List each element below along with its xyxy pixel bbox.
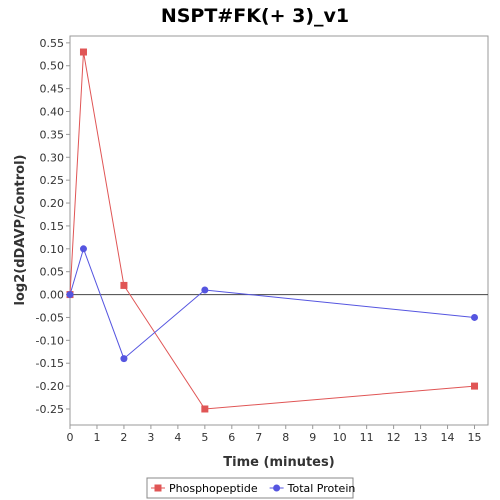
data-point [120, 281, 128, 289]
legend-box [146, 477, 354, 499]
y-tick-label: 0.00 [40, 289, 65, 302]
x-tick-label: 3 [147, 431, 154, 444]
x-tick-label: 4 [174, 431, 181, 444]
data-point [66, 291, 74, 299]
y-tick-label: 0.45 [40, 83, 65, 96]
y-tick-label: 0.50 [40, 60, 65, 73]
legend-label: Total Protein [287, 482, 356, 495]
chart-title: NSPT#FK(+ 3)_v1 [161, 5, 349, 27]
x-tick-label: 5 [201, 431, 208, 444]
y-axis: -0.25 -0.20 -0.15 -0.10 -0.05 0.00 0.05 0.10 0.1… [36, 37, 70, 416]
y-tick-label: 0.10 [40, 243, 65, 256]
x-axis-label: Time (minutes) [223, 455, 334, 470]
y-axis-label: log2(dDAVP/Control) [13, 155, 28, 306]
plot-area [69, 35, 489, 426]
y-tick-label: 0.30 [40, 151, 65, 164]
y-tick-label: -0.10 [36, 334, 64, 347]
y-tick-label: 0.20 [40, 197, 65, 210]
y-tick-label: -0.20 [36, 380, 64, 393]
x-tick-label: 1 [93, 431, 100, 444]
data-point [201, 405, 209, 413]
data-point [79, 48, 87, 56]
data-point [471, 382, 479, 390]
x-tick-label: 13 [414, 431, 428, 444]
legend-marker [273, 484, 281, 492]
x-tick-label: 0 [67, 431, 74, 444]
data-point [471, 313, 479, 321]
data-point [79, 245, 87, 253]
x-tick-label: 6 [228, 431, 235, 444]
x-tick-label: 10 [333, 431, 347, 444]
x-tick-label: 7 [255, 431, 262, 444]
x-tick-label: 12 [387, 431, 401, 444]
x-axis: 0 1 2 3 4 5 6 7 8 9 10 11 12 13 14 15 [67, 425, 482, 444]
y-tick-label: 0.05 [40, 266, 65, 279]
series-layer [66, 48, 479, 413]
y-tick-label: 0.25 [40, 174, 65, 187]
y-tick-label: 0.15 [40, 220, 65, 233]
legend-marker [154, 484, 162, 492]
data-point [120, 355, 128, 363]
y-tick-label: -0.05 [36, 311, 64, 324]
legend-label: Phosphopeptide [169, 482, 258, 495]
x-tick-label: 8 [282, 431, 289, 444]
x-tick-label: 14 [441, 431, 455, 444]
x-tick-label: 15 [468, 431, 482, 444]
y-tick-label: -0.25 [36, 403, 64, 416]
y-tick-label: -0.15 [36, 357, 64, 370]
data-point [201, 286, 209, 294]
y-tick-label: 0.35 [40, 128, 65, 141]
x-tick-label: 2 [120, 431, 127, 444]
y-tick-label: 0.55 [40, 37, 65, 50]
y-tick-label: 0.40 [40, 106, 65, 119]
legend: Phosphopeptide Total Protein [146, 477, 356, 499]
x-tick-label: 9 [309, 431, 316, 444]
x-tick-label: 11 [360, 431, 374, 444]
